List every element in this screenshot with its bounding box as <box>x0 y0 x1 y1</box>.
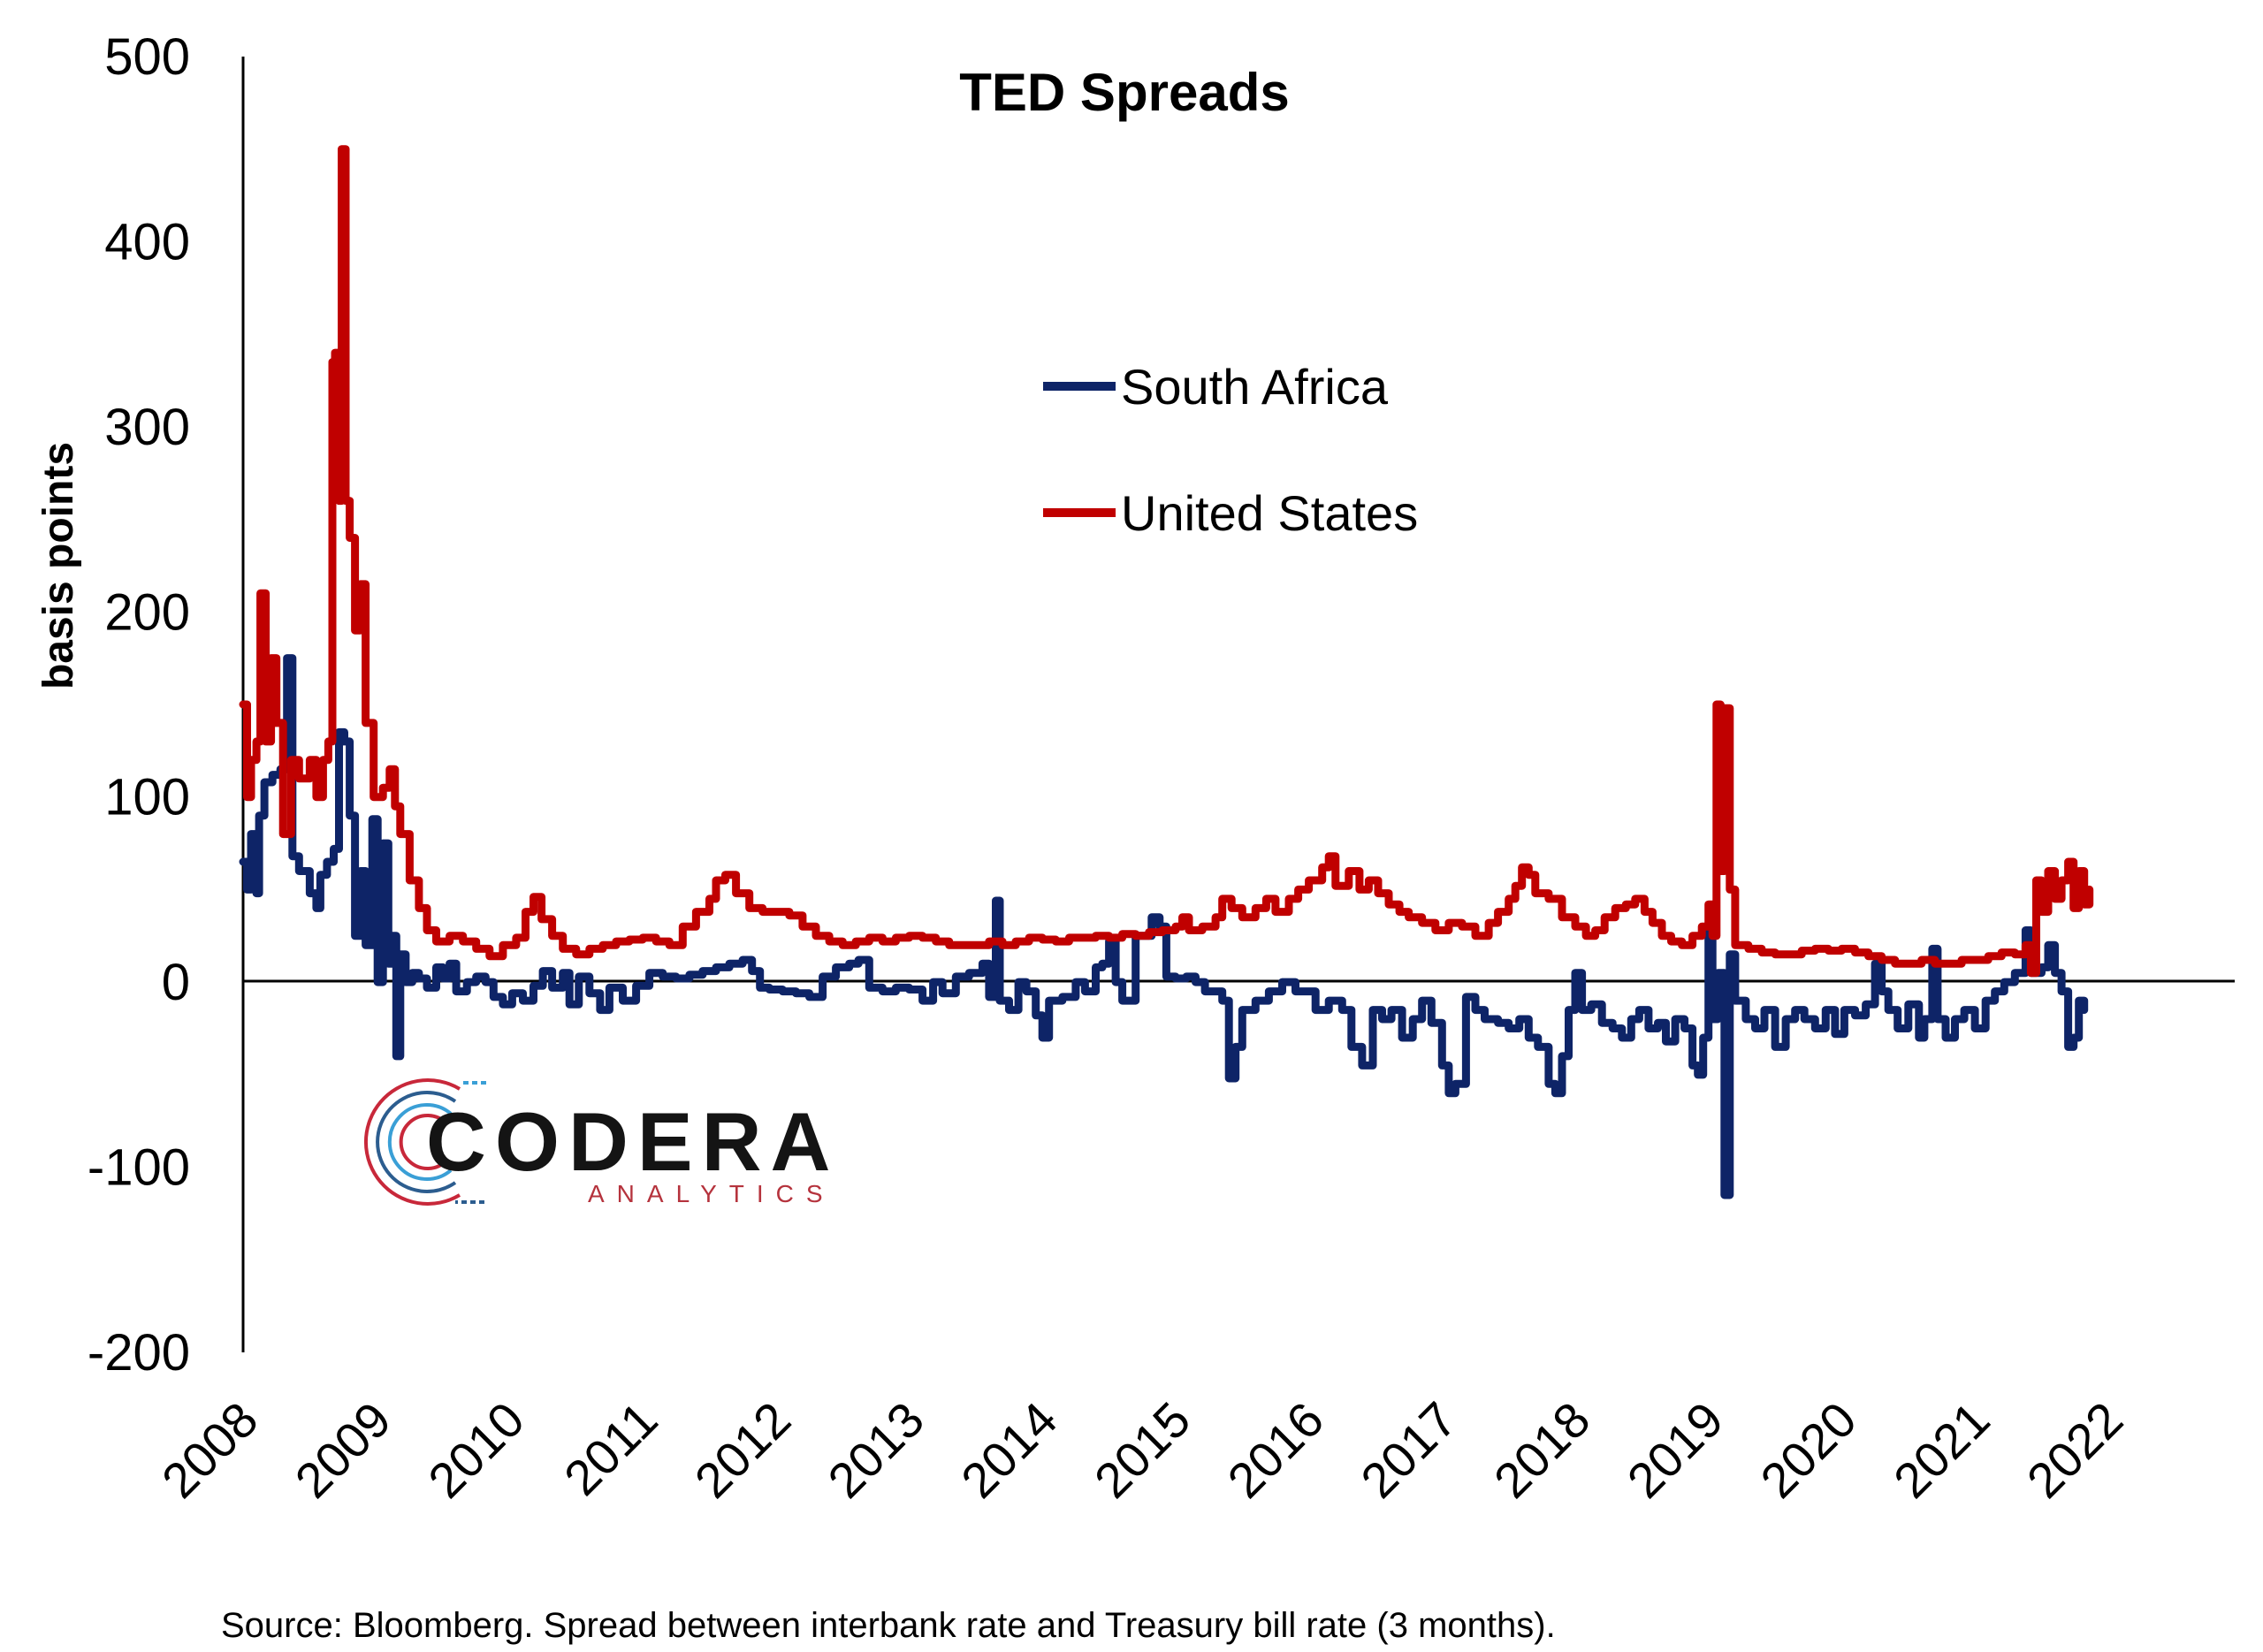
y-axis-title: basis points <box>35 442 82 689</box>
x-tick-label: 2016 <box>1216 1391 1334 1509</box>
x-tick-label: 2017 <box>1350 1391 1467 1509</box>
y-tick-label: 500 <box>104 28 190 86</box>
y-tick-label: -100 <box>88 1139 190 1197</box>
series-layer <box>239 145 2094 1199</box>
y-tick-label: 300 <box>104 399 190 456</box>
legend: South Africa United States <box>1043 359 1418 541</box>
x-tick-label: 2020 <box>1749 1391 1867 1509</box>
series-line-united-states <box>239 145 2094 978</box>
x-tick-label: 2011 <box>553 1391 668 1506</box>
x-tick-label: 2014 <box>950 1391 1068 1509</box>
legend-label-south-africa: South Africa <box>1121 359 1389 415</box>
chart-title: TED Spreads <box>959 63 1289 122</box>
x-tick-label: 2019 <box>1617 1391 1734 1509</box>
y-tick-label: 0 <box>162 954 190 1011</box>
y-tick-label: -200 <box>88 1324 190 1382</box>
x-tick-label: 2015 <box>1084 1391 1201 1509</box>
logo-tagline: ANALYTICS <box>588 1180 835 1207</box>
x-tick-label: 2018 <box>1483 1391 1601 1509</box>
x-tick-label: 2009 <box>285 1391 402 1509</box>
x-tick-labels: 2008 2009 2010 2011 2012 2013 2014 2015 2016 2017… <box>151 1391 2133 1509</box>
logo-mark-icon <box>364 1078 486 1206</box>
x-tick-label: 2021 <box>1883 1391 2000 1509</box>
legend-label-united-states: United States <box>1121 485 1418 541</box>
y-tick-label: 200 <box>104 583 190 641</box>
codera-logo: CODERA ANALYTICS <box>364 1078 839 1207</box>
x-tick-label: 2013 <box>817 1391 934 1509</box>
x-tick-label: 2022 <box>2016 1391 2134 1509</box>
x-tick-label: 2012 <box>684 1391 802 1509</box>
x-tick-label: 2010 <box>417 1391 535 1509</box>
y-tick-labels: 500 400 300 200 100 0 -100 -200 <box>88 28 190 1382</box>
logo-wordmark: CODERA <box>426 1095 839 1188</box>
y-tick-label: 400 <box>104 213 190 270</box>
y-tick-label: 100 <box>104 769 190 826</box>
source-note: Source: Bloomberg. Spread between interb… <box>221 1606 1556 1645</box>
x-tick-label: 2008 <box>151 1391 269 1509</box>
